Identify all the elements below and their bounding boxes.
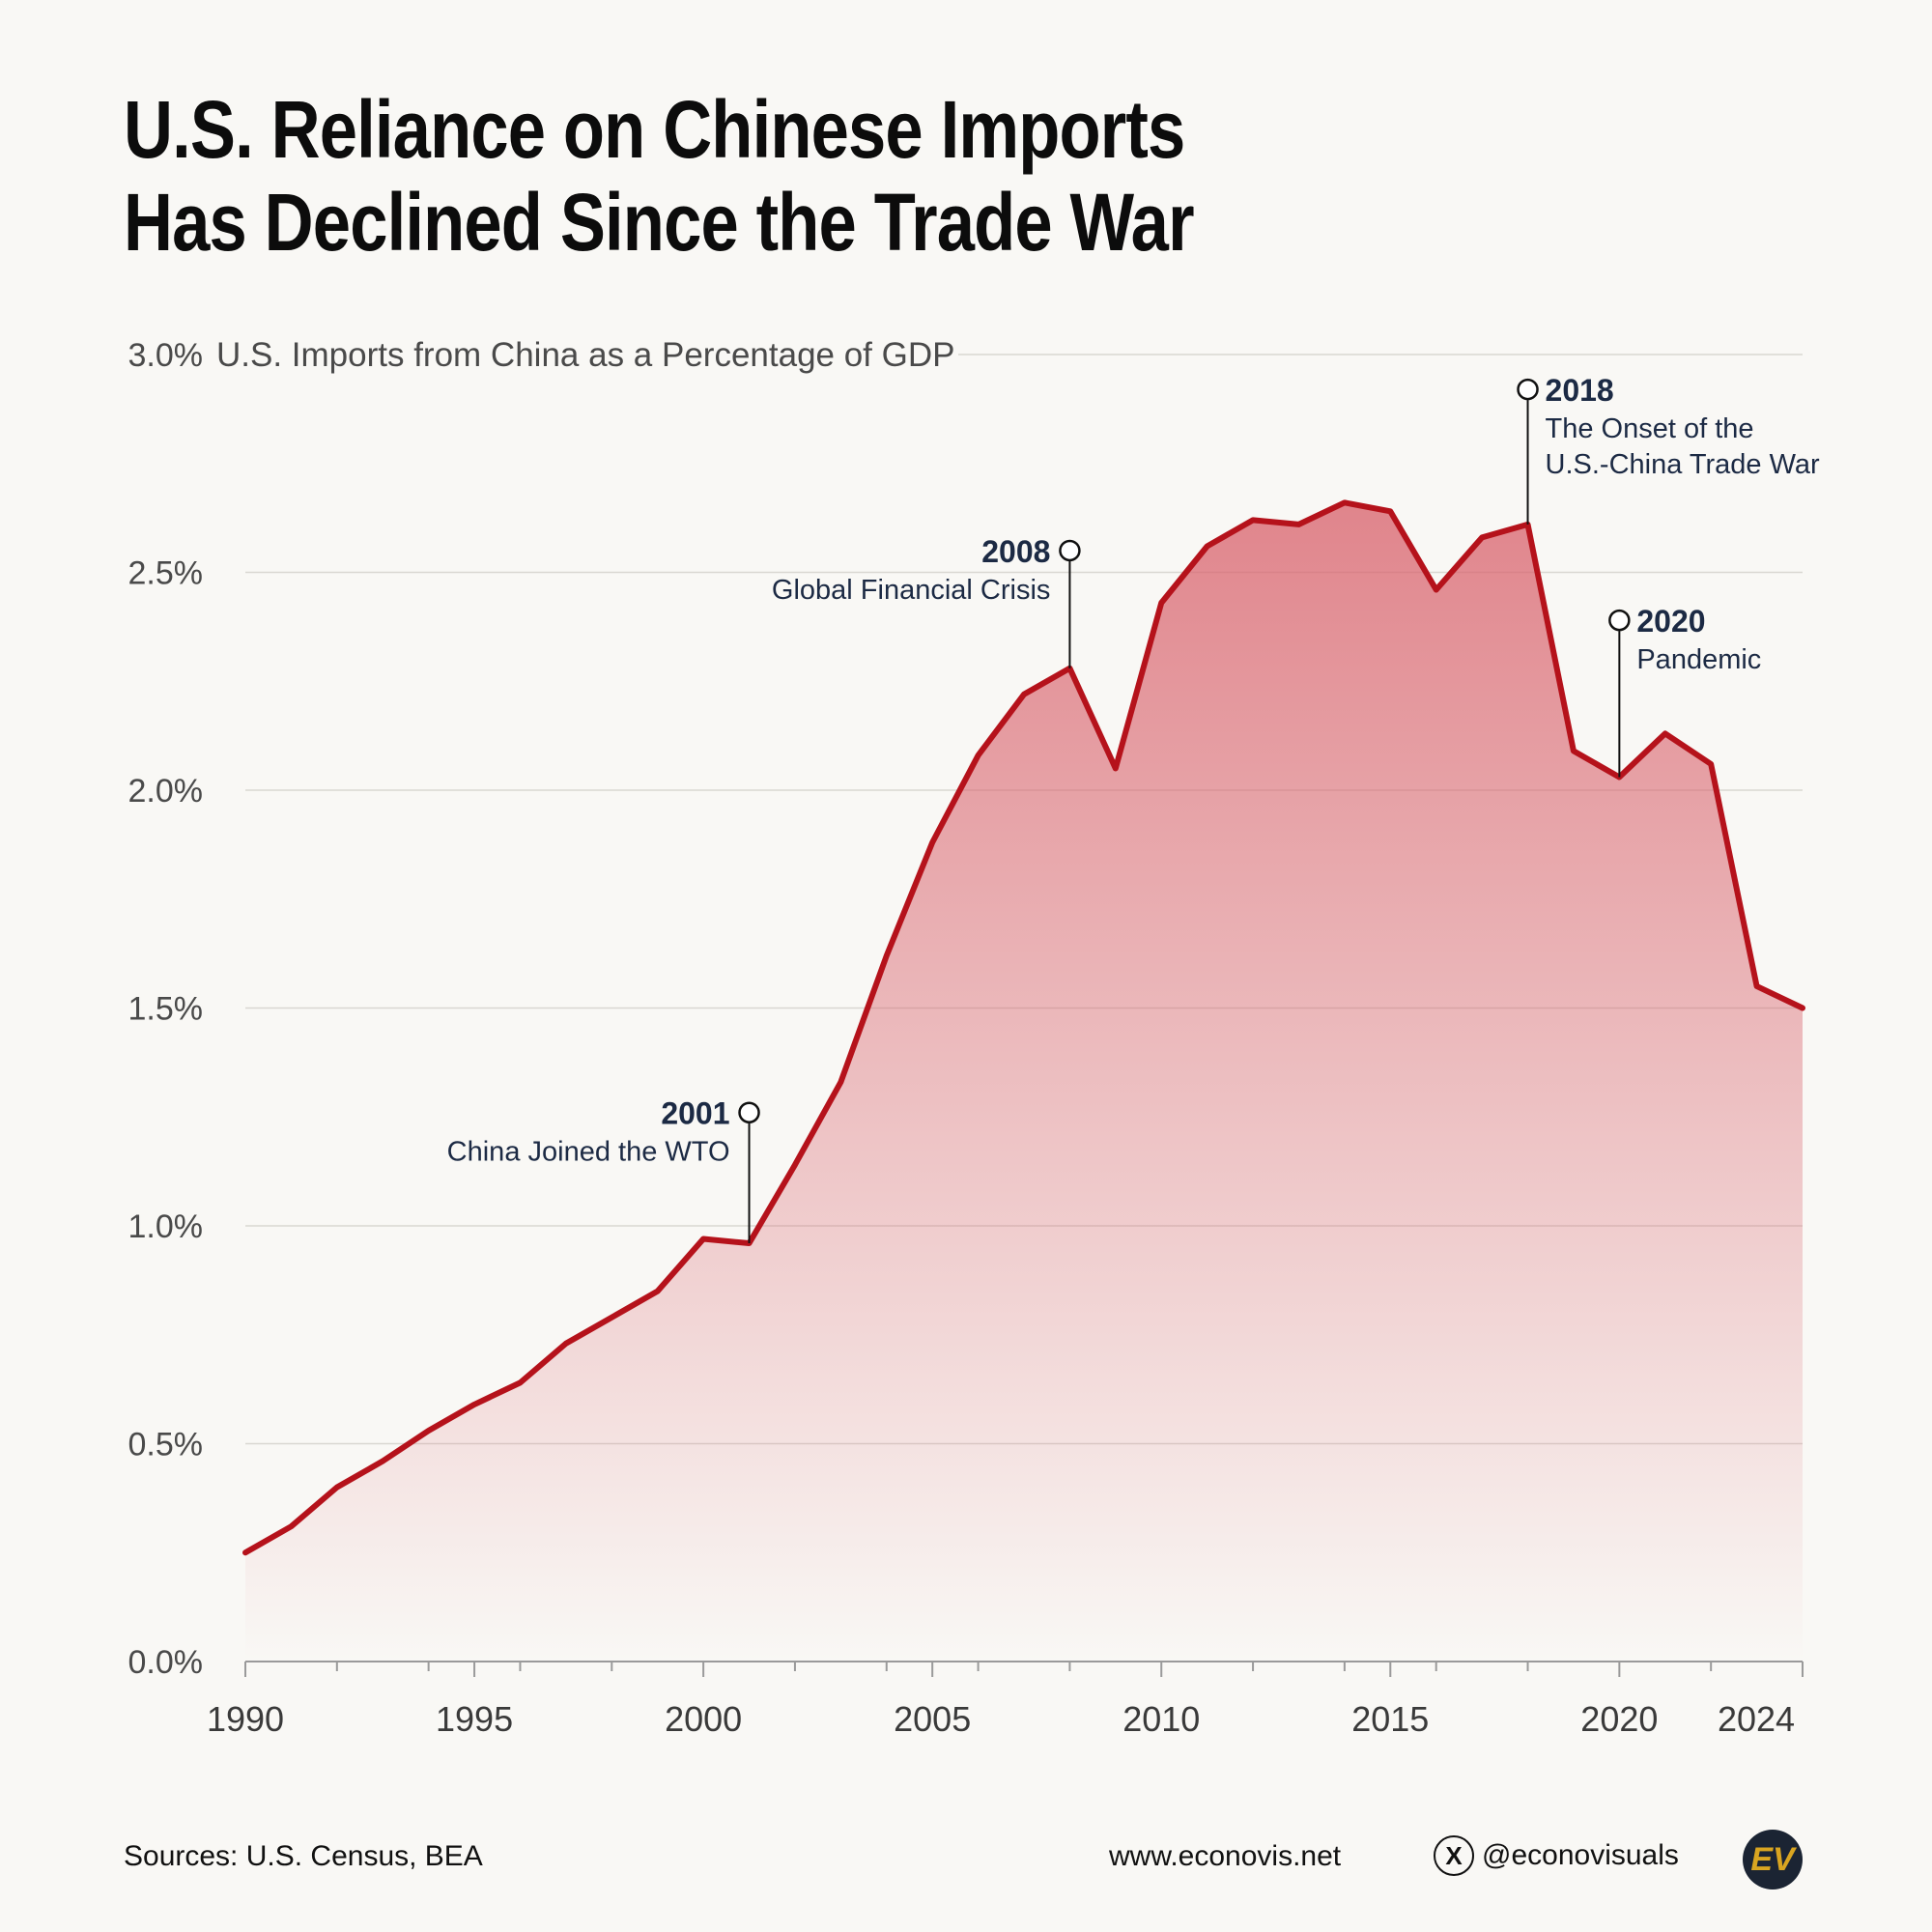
annotation-marker (1608, 609, 1631, 632)
data-point (1159, 601, 1163, 605)
econovis-logo-icon: EV (1743, 1830, 1803, 1889)
data-point (243, 1550, 247, 1554)
x-tick-label: 1995 (436, 1699, 513, 1739)
annotation-year: 2018 (1546, 373, 1614, 408)
data-point (1709, 762, 1713, 766)
data-point (1296, 523, 1300, 526)
data-point (472, 1403, 476, 1406)
social-handle[interactable]: @econovisuals (1482, 1839, 1679, 1871)
x-tick-label: 2000 (665, 1699, 742, 1739)
data-point (793, 1163, 797, 1167)
data-point (1801, 1007, 1804, 1009)
website-link[interactable]: www.econovis.net (1109, 1840, 1342, 1872)
annotation-text: Global Financial Crisis (772, 575, 1051, 606)
y-tick-label: 2.0% (128, 773, 204, 810)
y-tick-label: 3.0% (128, 337, 204, 374)
social-handle-group[interactable]: X @econovisuals (1434, 1835, 1679, 1876)
data-point (518, 1380, 522, 1384)
x-tick-label: 1990 (207, 1699, 284, 1739)
title-line-1: U.S. Reliance on Chinese Imports (124, 84, 1185, 175)
data-point (1663, 731, 1667, 735)
annotation-text: China Joined the WTO (447, 1137, 730, 1168)
data-point (1022, 693, 1026, 696)
annotation-year: 2001 (661, 1096, 729, 1131)
x-tick-label: 2024 (1718, 1699, 1795, 1739)
chart-title: U.S. Reliance on Chinese Imports Has Dec… (124, 83, 1195, 269)
y-tick-label: 1.5% (128, 991, 204, 1028)
data-point (1435, 588, 1438, 592)
chart-subtitle: U.S. Imports from China as a Percentage … (216, 336, 954, 374)
x-tick-label: 2020 (1580, 1699, 1658, 1739)
data-point (335, 1486, 339, 1490)
x-tick-label: 2005 (894, 1699, 971, 1739)
annotation-text: U.S.-China Trade War (1546, 449, 1821, 480)
y-tick-label: 0.0% (128, 1644, 204, 1681)
data-point (1251, 518, 1255, 522)
sources-note: Sources: U.S. Census, BEA (124, 1840, 483, 1872)
data-point (427, 1429, 431, 1433)
annotation-text: Pandemic (1636, 644, 1761, 675)
data-point (838, 1080, 842, 1084)
title-line-2: Has Declined Since the Trade War (124, 177, 1195, 268)
data-point (564, 1342, 568, 1346)
annotation-marker (1059, 539, 1081, 562)
data-point (1114, 766, 1118, 770)
data-point (1343, 500, 1347, 504)
data-point (885, 953, 889, 957)
data-point (289, 1524, 293, 1528)
data-point (1755, 984, 1759, 988)
data-point (701, 1237, 705, 1241)
data-point (977, 753, 980, 757)
x-logo-icon: X (1434, 1835, 1474, 1876)
annotation-marker (1517, 378, 1539, 401)
x-tick-label: 2015 (1351, 1699, 1429, 1739)
data-point (656, 1290, 660, 1293)
data-point (930, 840, 934, 844)
data-point (1572, 749, 1576, 753)
data-point (381, 1460, 384, 1463)
annotation-text: The Onset of the (1546, 413, 1754, 444)
annotation-year: 2008 (981, 534, 1050, 569)
data-point (1206, 544, 1209, 548)
x-tick-label: 2010 (1122, 1699, 1200, 1739)
annotation-marker (738, 1101, 760, 1123)
data-point (1388, 509, 1392, 513)
data-point (610, 1316, 613, 1320)
area-chart: 0.0% 0.5% 1.0% 1.5% 2.0% 2.5% 3.0% U.S. Imports… (128, 336, 1821, 1739)
area-fill (245, 502, 1803, 1662)
y-tick-label: 0.5% (128, 1427, 204, 1463)
annotation-year: 2020 (1636, 604, 1705, 639)
data-point (1480, 535, 1484, 539)
y-tick-label: 1.0% (128, 1208, 204, 1245)
y-tick-label: 2.5% (128, 555, 204, 592)
